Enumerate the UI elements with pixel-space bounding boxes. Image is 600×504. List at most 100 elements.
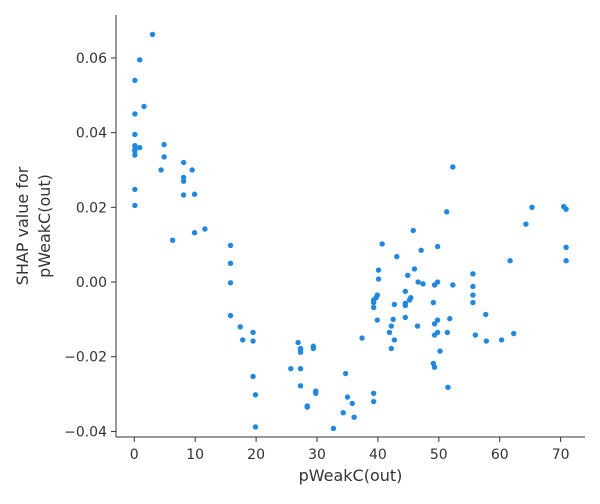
data-point (169, 237, 176, 243)
data-point (470, 299, 476, 306)
x-axis-label: pWeakC(out) (299, 466, 403, 485)
data-point (434, 243, 441, 250)
data-point (388, 323, 395, 329)
data-point (227, 312, 234, 319)
data-point (444, 329, 451, 336)
data-point (563, 258, 569, 264)
data-point (507, 258, 513, 264)
x-tick-label: 70 (552, 447, 570, 463)
data-point (250, 329, 256, 336)
data-point (297, 349, 304, 355)
data-point (227, 280, 234, 286)
data-point (483, 311, 489, 318)
data-point (374, 317, 380, 323)
data-point (132, 77, 138, 84)
data-point (132, 111, 138, 117)
y-tick-label: 0.04 (76, 126, 107, 142)
data-point (161, 154, 167, 160)
data-point (563, 206, 569, 212)
data-point (180, 174, 187, 181)
y-axis-label-line-1: SHAP value for (13, 166, 32, 285)
y-tick-label: −0.02 (64, 350, 107, 366)
data-point (252, 392, 259, 398)
data-point (237, 324, 243, 330)
data-point (340, 410, 346, 416)
data-point (523, 221, 529, 227)
data-point (430, 299, 437, 306)
data-point (132, 143, 138, 149)
y-axis-label-line-2: pWeakC(out) (35, 174, 54, 278)
x-tick-label: 20 (247, 447, 265, 463)
data-point (470, 271, 476, 277)
data-point (405, 272, 411, 278)
data-point (132, 186, 138, 193)
data-point (402, 314, 409, 321)
data-point (434, 279, 441, 285)
data-point (227, 242, 234, 249)
data-point (434, 317, 441, 323)
data-point (141, 103, 147, 110)
x-tick-label: 0 (130, 447, 139, 463)
data-point (132, 131, 138, 138)
data-point (391, 337, 398, 343)
data-point (431, 364, 438, 370)
data-point (304, 404, 310, 410)
data-point (295, 339, 301, 346)
data-point (239, 337, 246, 343)
data-point (149, 31, 156, 38)
data-point (344, 394, 351, 400)
data-point (137, 144, 143, 151)
x-tick-label: 10 (186, 447, 204, 463)
data-point (180, 178, 187, 184)
data-point (132, 152, 138, 158)
data-point (390, 316, 396, 323)
y-ticks: −0.04 −0.02 0.00 0.02 0.04 0.06 (64, 51, 116, 440)
data-point (313, 390, 319, 397)
data-point (498, 337, 505, 343)
data-point (563, 244, 569, 250)
data-point (375, 276, 382, 282)
data-point (472, 332, 479, 338)
data-point (132, 202, 138, 209)
data-point (437, 348, 443, 354)
data-point (132, 148, 138, 155)
data-point (418, 247, 424, 253)
y-tick-label: 0.06 (76, 51, 107, 67)
x-tick-label: 50 (430, 447, 448, 463)
y-tick-label: 0.00 (76, 275, 107, 291)
data-point (414, 323, 421, 329)
data-point (402, 288, 409, 295)
data-point (388, 345, 395, 352)
data-point (374, 292, 380, 298)
data-point (227, 260, 234, 267)
data-point (394, 253, 400, 260)
data-point (391, 301, 398, 308)
data-point (191, 230, 198, 236)
data-point (189, 167, 195, 173)
x-tick-label: 40 (369, 447, 387, 463)
data-point (470, 283, 476, 290)
data-point (180, 159, 187, 166)
data-point (450, 282, 456, 288)
data-point (310, 345, 317, 352)
data-point (483, 338, 490, 344)
data-point (288, 365, 294, 372)
data-point (431, 321, 438, 327)
data-point (410, 227, 416, 234)
data-point (444, 209, 450, 215)
data-point (250, 373, 256, 380)
data-point (529, 204, 535, 211)
y-tick-label: 0.02 (76, 200, 107, 216)
data-point (137, 57, 143, 63)
data-point (161, 141, 167, 148)
data-point (330, 425, 337, 432)
data-point (408, 295, 414, 301)
data-point (158, 167, 164, 173)
data-point (351, 414, 357, 420)
data-point (386, 329, 393, 336)
data-point (370, 390, 377, 397)
data-point (415, 279, 421, 285)
data-point (342, 370, 349, 377)
